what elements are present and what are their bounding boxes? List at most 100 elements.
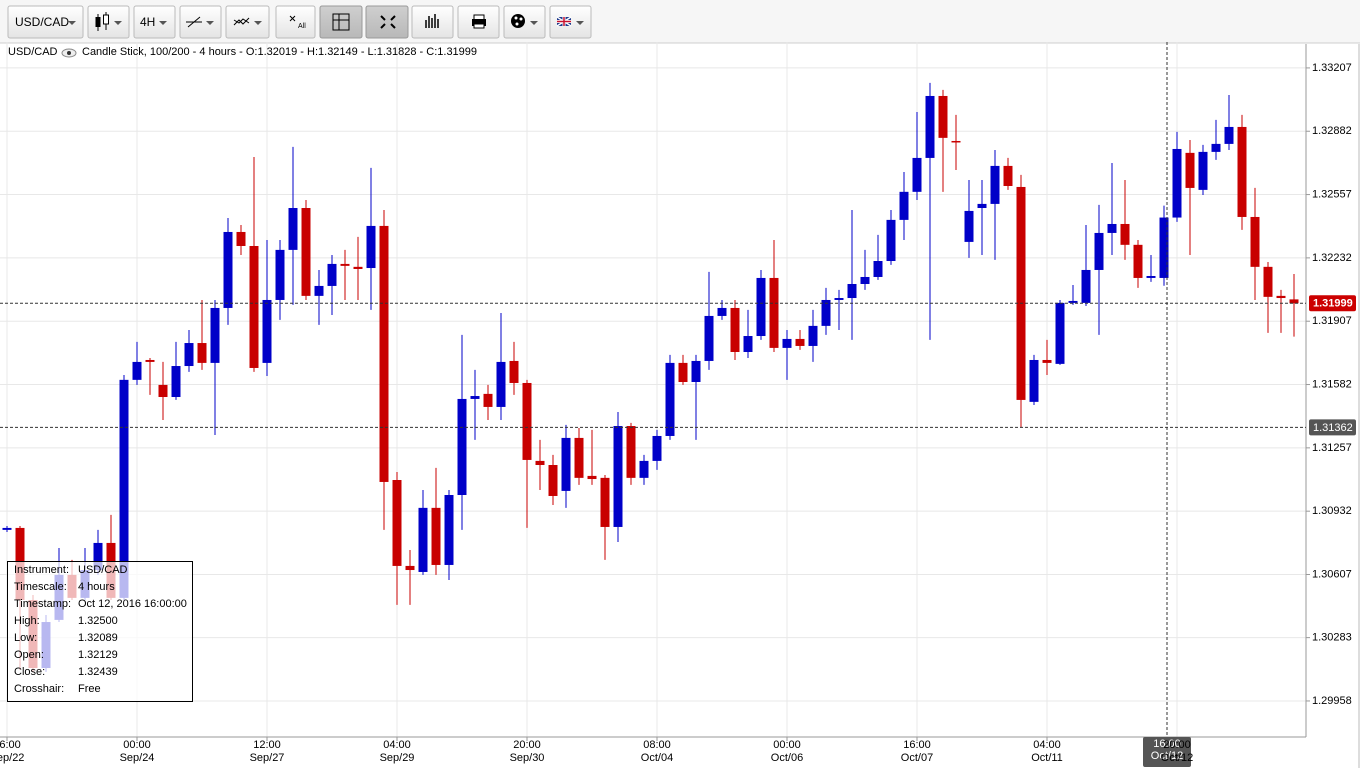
y-tick-label: 1.30607	[1312, 568, 1352, 580]
candle-body	[899, 191, 909, 220]
line-tool-button[interactable]	[179, 5, 222, 39]
candle-body	[535, 460, 545, 466]
chart-type-button[interactable]	[87, 5, 130, 39]
candle-body	[1172, 148, 1182, 218]
candle-body	[288, 208, 298, 250]
candle-body	[314, 285, 324, 296]
tooltip-value: 4 hours	[78, 581, 115, 593]
tooltip-key: Instrument:	[14, 564, 69, 576]
candle-body	[431, 507, 441, 565]
candle-body	[1146, 276, 1156, 278]
candle-body	[1042, 359, 1052, 363]
instrument-button[interactable]: USD/CAD	[7, 5, 84, 39]
candle-body	[210, 307, 220, 363]
tooltip-key: Low:	[14, 632, 37, 644]
tooltip-key: Timestamp:	[14, 598, 71, 610]
candle-body	[2, 527, 12, 530]
x-tick-label: 16:00 Sep/22	[0, 739, 25, 764]
candle-body	[366, 225, 376, 269]
x-tick-label: 20:00 Oct/12	[1160, 739, 1194, 764]
candle-body	[1107, 223, 1117, 233]
tooltip-key: High:	[14, 615, 40, 627]
candle-body	[1159, 217, 1169, 278]
candle-body	[340, 263, 350, 266]
candle-body	[1133, 244, 1143, 278]
x-tick-label: 12:00 Sep/27	[249, 739, 285, 764]
candle-body	[613, 426, 623, 527]
candle-body	[418, 507, 428, 572]
candle-body	[587, 475, 597, 480]
candle-body	[1029, 359, 1039, 402]
volume-button[interactable]	[411, 5, 454, 39]
y-tick-label: 1.30283	[1312, 632, 1352, 644]
candle-body	[223, 231, 233, 308]
remove-all-button[interactable]: All	[275, 5, 316, 39]
x-tick-label: 04:00 Oct/11	[1031, 739, 1063, 764]
candle-body	[119, 379, 129, 598]
candle-body	[795, 338, 805, 346]
candles	[2, 82, 1299, 672]
indicator-button[interactable]	[225, 5, 270, 39]
print-button[interactable]	[457, 5, 500, 39]
x-tick-label: 20:00 Sep/30	[509, 739, 545, 764]
candle-body	[327, 263, 337, 286]
tooltip-key: Timescale:	[14, 581, 67, 593]
candle-body	[964, 210, 974, 242]
overlay: 1.31999 1.31362 Instrument: USD/CAD Timescal…	[0, 42, 1356, 737]
candle-body	[691, 360, 701, 382]
candle-body	[951, 140, 961, 143]
candle-body	[873, 261, 883, 277]
candle-body	[665, 362, 675, 436]
plot-area	[0, 44, 1306, 737]
candle-body	[1276, 295, 1286, 299]
candle-body	[1198, 151, 1208, 190]
remove-all-label: All	[298, 23, 306, 30]
candle-body	[1224, 126, 1234, 144]
y-tick-label: 1.31907	[1312, 315, 1352, 327]
tooltip-value: 1.32439	[78, 666, 118, 678]
candle-body	[730, 307, 740, 352]
timescale-label: 4H	[140, 15, 155, 29]
candle-body	[652, 435, 662, 461]
crosshair-button[interactable]	[319, 5, 363, 39]
candle-body	[197, 343, 207, 363]
color-button[interactable]	[503, 5, 546, 39]
tooltip-value: 1.32089	[78, 632, 118, 644]
y-tick-label: 1.31257	[1312, 442, 1352, 454]
crosshair-time-box	[1143, 737, 1191, 767]
candle-body	[925, 95, 935, 158]
candle-body	[444, 495, 454, 565]
y-tick-label: 1.33207	[1312, 62, 1352, 74]
last-price-label: 1.31999	[1313, 298, 1353, 310]
x-tick-label: 04:00 Sep/29	[379, 739, 415, 764]
candle-body	[1211, 143, 1221, 152]
candle-body	[821, 299, 831, 326]
candle-body	[574, 437, 584, 478]
candle-body	[626, 426, 636, 478]
candle-body	[1237, 126, 1247, 217]
last-price-box	[1309, 295, 1356, 312]
candle-body	[548, 465, 558, 496]
y-tick-label: 1.30932	[1312, 505, 1352, 517]
y-tick-label: 1.31582	[1312, 378, 1352, 390]
candle-body	[678, 362, 688, 382]
x-tick-label: 08:00 Oct/04	[640, 739, 674, 764]
candle-body	[496, 361, 506, 407]
tooltip-value: 1.32129	[78, 649, 118, 661]
candle-body	[938, 95, 948, 138]
language-button[interactable]	[549, 5, 592, 39]
crosshair-price-label: 1.31362	[1313, 422, 1353, 434]
candle-body	[756, 277, 766, 337]
timescale-button[interactable]: 4H	[133, 5, 176, 39]
candle-body	[1081, 269, 1091, 303]
candle-body	[236, 231, 246, 246]
candle-body	[509, 360, 519, 383]
visibility-toggle[interactable]	[61, 48, 77, 58]
candle-body	[184, 343, 194, 367]
candle-body	[782, 338, 792, 348]
fullscreen-button[interactable]	[365, 5, 409, 39]
candle-body	[249, 245, 259, 368]
candle-body	[275, 249, 285, 300]
